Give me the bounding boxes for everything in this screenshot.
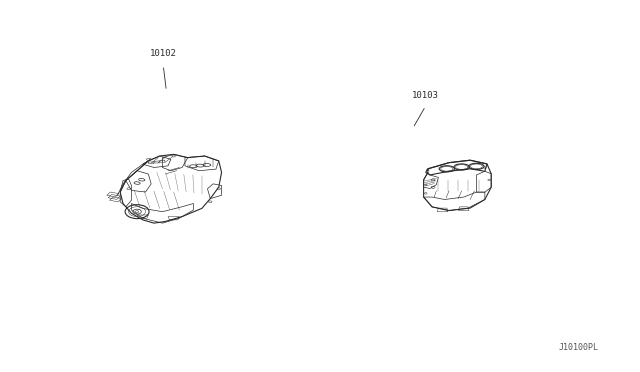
Text: 10102: 10102 [150,49,177,58]
Text: 10103: 10103 [412,92,439,100]
Text: J10100PL: J10100PL [559,343,598,352]
